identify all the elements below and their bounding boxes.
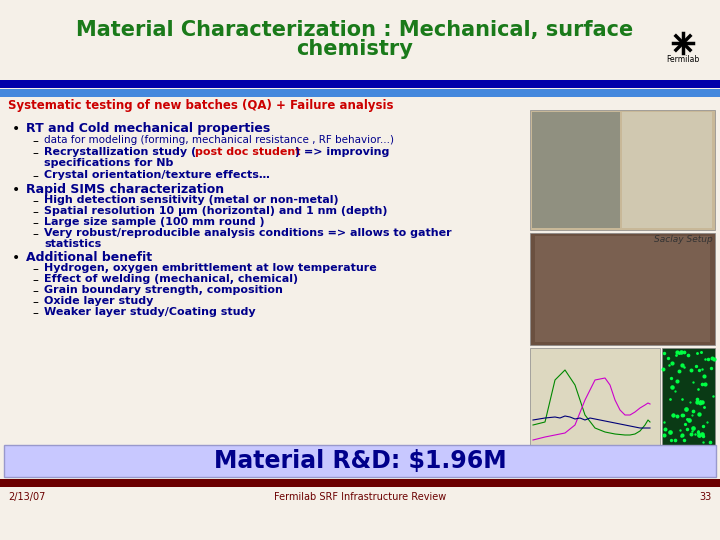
Text: ) => improving: ) => improving <box>295 147 390 157</box>
Bar <box>530 348 660 445</box>
Text: Fermilab: Fermilab <box>667 55 700 64</box>
Text: –: – <box>32 195 38 208</box>
Bar <box>530 233 715 345</box>
Bar <box>662 348 715 445</box>
Text: –: – <box>32 285 38 298</box>
Text: –: – <box>32 135 38 148</box>
Text: Spatial resolution 10 μm (horizontal) and 1 nm (depth): Spatial resolution 10 μm (horizontal) an… <box>44 206 387 216</box>
Text: Material Characterization : Mechanical, surface: Material Characterization : Mechanical, … <box>76 20 634 40</box>
Text: Large size sample (100 mm round ): Large size sample (100 mm round ) <box>44 217 265 227</box>
Bar <box>0 89 720 97</box>
Text: Effect of welding (mechanical, chemical): Effect of welding (mechanical, chemical) <box>44 274 298 284</box>
Text: –: – <box>32 170 38 183</box>
Bar <box>0 98 720 480</box>
Text: Crystal orientation/texture effects…: Crystal orientation/texture effects… <box>44 170 270 180</box>
Text: Grain boundary strength, composition: Grain boundary strength, composition <box>44 285 283 295</box>
Text: –: – <box>32 206 38 219</box>
Bar <box>532 112 620 228</box>
Text: Weaker layer study/Coating study: Weaker layer study/Coating study <box>44 307 256 317</box>
Bar <box>0 479 720 487</box>
Text: Very robust/reproducible analysis conditions => allows to gather: Very robust/reproducible analysis condit… <box>44 228 451 238</box>
Text: 33: 33 <box>700 492 712 502</box>
Bar <box>622 112 712 228</box>
Text: –: – <box>32 307 38 320</box>
Text: Systematic testing of new batches (QA) + Failure analysis: Systematic testing of new batches (QA) +… <box>8 98 394 111</box>
Text: –: – <box>32 263 38 276</box>
Text: post doc student: post doc student <box>195 147 300 157</box>
Bar <box>535 236 710 342</box>
Text: High detection sensitivity (metal or non-metal): High detection sensitivity (metal or non… <box>44 195 338 205</box>
Text: Material R&D: $1.96M: Material R&D: $1.96M <box>214 449 506 473</box>
Text: specifications for Nb: specifications for Nb <box>44 158 174 168</box>
Text: Fermilab SRF Infrastructure Review: Fermilab SRF Infrastructure Review <box>274 492 446 502</box>
Text: –: – <box>32 296 38 309</box>
Text: Hydrogen, oxygen embrittlement at low temperature: Hydrogen, oxygen embrittlement at low te… <box>44 263 377 273</box>
Text: •: • <box>12 122 20 136</box>
Text: RT and Cold mechanical properties: RT and Cold mechanical properties <box>26 122 270 135</box>
Text: •: • <box>12 183 20 197</box>
Text: Saclay Setup: Saclay Setup <box>654 235 713 244</box>
Text: statistics: statistics <box>44 239 102 249</box>
Text: –: – <box>32 217 38 230</box>
Text: Recrystallization study (: Recrystallization study ( <box>44 147 196 157</box>
Text: Oxide layer study: Oxide layer study <box>44 296 153 306</box>
Bar <box>530 110 715 230</box>
Text: –: – <box>32 274 38 287</box>
Text: 2/13/07: 2/13/07 <box>8 492 45 502</box>
Text: –: – <box>32 228 38 241</box>
Bar <box>0 0 720 85</box>
Text: –: – <box>32 147 38 160</box>
Text: Rapid SIMS characterization: Rapid SIMS characterization <box>26 183 224 196</box>
Text: •: • <box>12 251 20 265</box>
Text: chemistry: chemistry <box>297 39 413 59</box>
Bar <box>0 80 720 88</box>
Bar <box>4 445 716 477</box>
Text: Additional benefit: Additional benefit <box>26 251 152 264</box>
Text: data for modeling (forming, mechanical resistance , RF behavior...): data for modeling (forming, mechanical r… <box>44 135 394 145</box>
